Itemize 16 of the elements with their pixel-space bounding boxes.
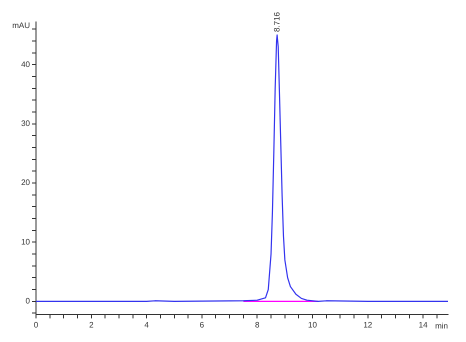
x-tick-label: 2 (89, 320, 94, 330)
y-tick-label: 30 (21, 119, 31, 128)
y-tick-label: 10 (21, 237, 31, 246)
y-tick-label: 0 (26, 296, 31, 306)
annotation: 8.716 (272, 11, 282, 32)
x-axis-title: min (435, 322, 448, 331)
x-tick-label: 10 (308, 320, 318, 330)
y-tick-label: 20 (21, 178, 31, 188)
x-tick-label: 6 (200, 320, 205, 330)
y-tick-label: 40 (21, 60, 31, 69)
x-tick-label: 0 (34, 320, 39, 330)
x-tick-label: 4 (144, 320, 150, 330)
y-axis-title: mAU (12, 21, 30, 30)
x-tick-label: 8 (254, 320, 260, 330)
x-tick-label: 12 (363, 320, 373, 330)
x-tick-label: 14 (418, 320, 428, 330)
